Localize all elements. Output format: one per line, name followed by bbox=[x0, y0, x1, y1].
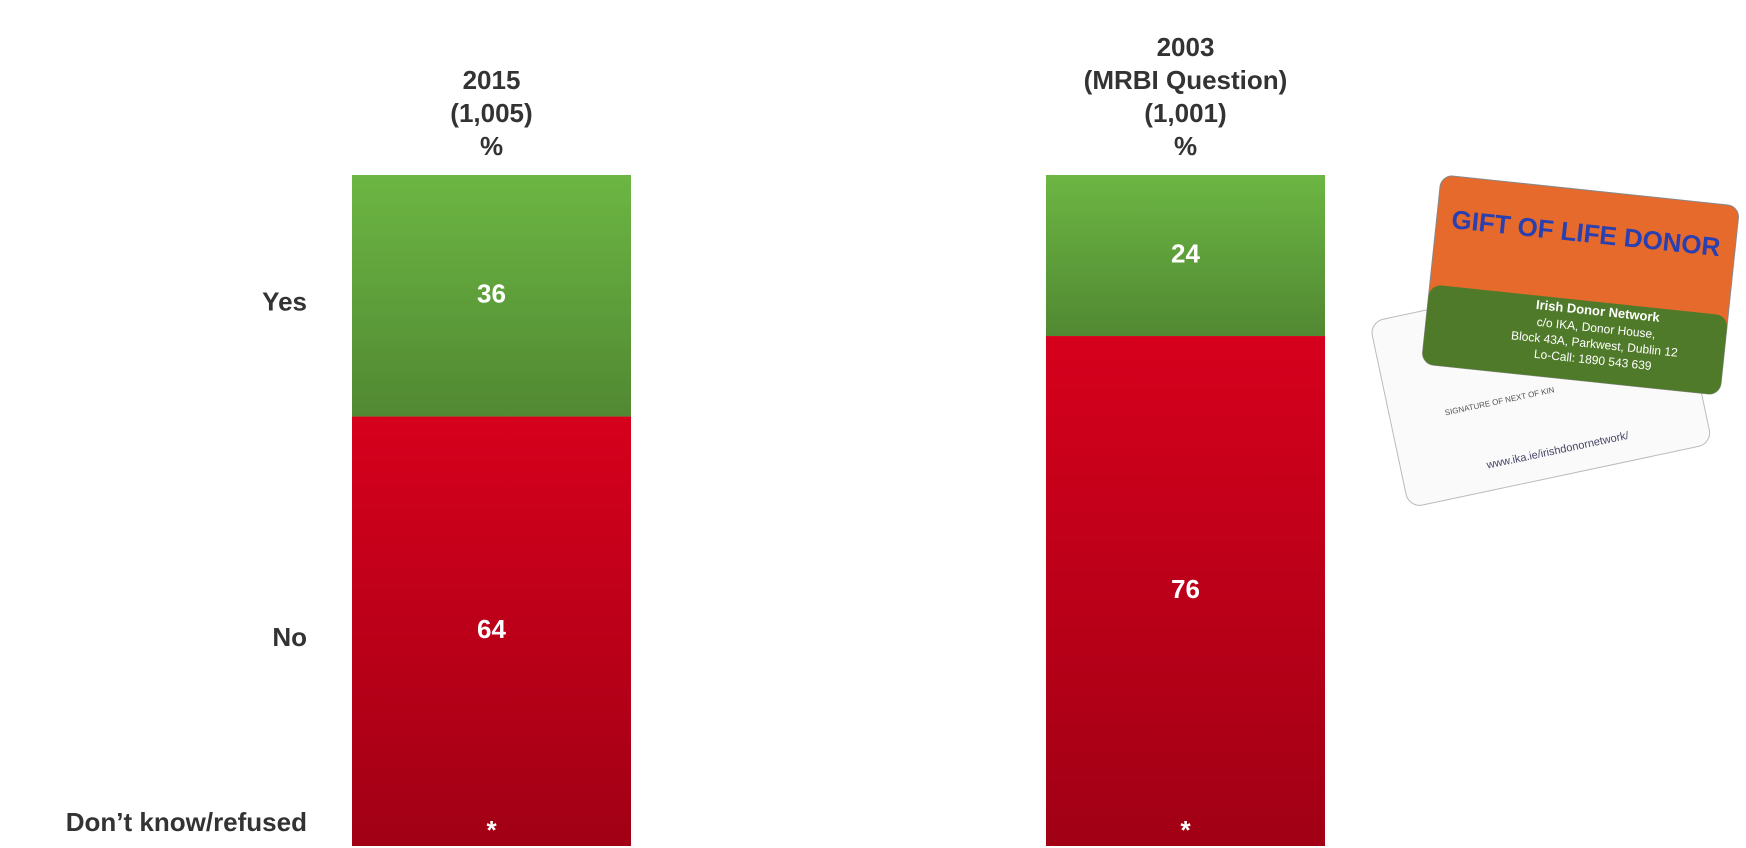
value-label: * bbox=[486, 815, 497, 845]
bar-shade bbox=[1046, 175, 1325, 337]
value-label: 24 bbox=[1171, 238, 1200, 268]
value-label: 36 bbox=[477, 279, 506, 309]
value-label: 64 bbox=[477, 614, 506, 644]
column-header: 2003 (MRBI Question) (1,001) % bbox=[1083, 32, 1288, 161]
value-label: * bbox=[1180, 815, 1191, 845]
value-label: 76 bbox=[1171, 574, 1200, 604]
donor-card: SIGNATURE OF NEXT OF KIN www.ika.ie/iris… bbox=[1371, 175, 1739, 506]
row-label: No bbox=[272, 622, 307, 652]
bar-shade bbox=[352, 416, 631, 846]
column-header: 2015 (1,005) % bbox=[450, 65, 533, 161]
row-label: Don’t know/refused bbox=[66, 807, 307, 837]
row-label: Yes bbox=[262, 287, 307, 317]
bar-shade bbox=[352, 175, 631, 417]
bar-shade bbox=[1046, 336, 1325, 846]
card-field bbox=[1422, 285, 1727, 394]
